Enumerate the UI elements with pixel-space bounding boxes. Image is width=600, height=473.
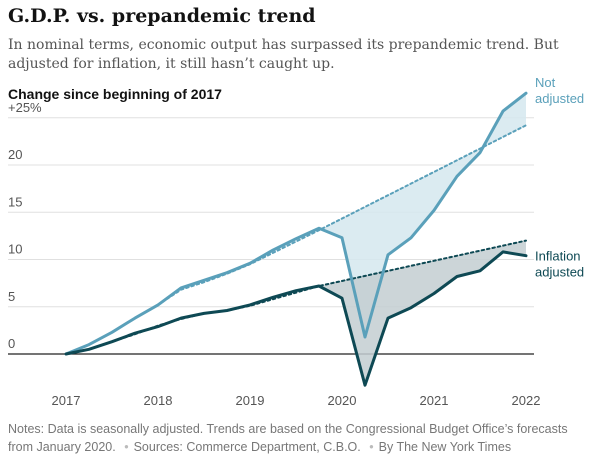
gap-areas (319, 93, 526, 386)
series-label-line: Not (535, 75, 556, 90)
y-tick-label: 10 (8, 242, 22, 257)
x-tick-label: 2020 (328, 393, 357, 408)
separator-dot: • (369, 440, 374, 454)
separator-dot: • (124, 440, 129, 454)
chart-subtitle: In nominal terms, economic output has su… (8, 37, 559, 72)
x-tick-label: 2018 (144, 393, 173, 408)
y-tick-label: 20 (8, 147, 22, 162)
not-adjusted-series-label: Not adjusted (535, 75, 584, 106)
y-tick-label: 5 (8, 289, 15, 304)
adjusted-gap-area (319, 240, 526, 386)
adjusted-series-line (64, 250, 528, 387)
notes-text: Notes: Data is seasonally adjusted. Tren… (8, 422, 568, 454)
y-axis-ticks: +25% 20 15 10 5 0 (8, 100, 42, 351)
page-title: G.D.P. vs. prepandemic trend (8, 5, 316, 27)
y-tick-label: 0 (8, 336, 15, 351)
sources-text: Sources: Commerce Department, C.B.O. (133, 440, 361, 454)
y-tick-label: +25% (8, 100, 42, 115)
x-tick-label: 2021 (420, 393, 449, 408)
series-label-line: adjusted (535, 265, 584, 280)
y-axis-label: Change since beginning of 2017 (8, 86, 222, 102)
series-label-line: adjusted (535, 91, 584, 106)
byline-text: By The New York Times (378, 440, 512, 454)
y-tick-label: 15 (8, 194, 22, 209)
series-label-line: Inflation (535, 249, 581, 264)
x-tick-label: 2022 (512, 393, 541, 408)
series-lines (64, 91, 528, 387)
adjusted-series-label: Inflation adjusted (535, 249, 584, 280)
chart-notes: Notes: Data is seasonally adjusted. Tren… (8, 420, 593, 456)
x-tick-label: 2017 (52, 393, 81, 408)
not-adjusted-series-line (64, 91, 528, 356)
x-tick-label: 2019 (236, 393, 265, 408)
gridlines (8, 117, 534, 355)
x-axis-ticks: 2017 2018 2019 2020 2021 2022 (52, 393, 541, 408)
